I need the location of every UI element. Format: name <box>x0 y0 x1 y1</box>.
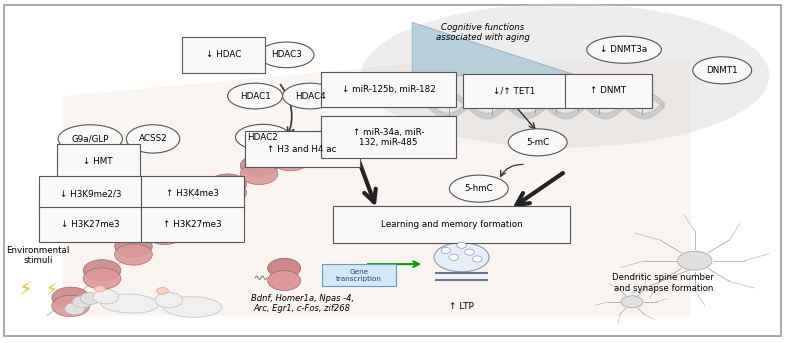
Ellipse shape <box>240 155 278 176</box>
Text: ↓ H3K27me3: ↓ H3K27me3 <box>61 220 119 229</box>
Ellipse shape <box>449 254 458 260</box>
Ellipse shape <box>465 249 474 255</box>
Ellipse shape <box>272 141 309 163</box>
Text: Dendritic spine number
and synapse formation: Dendritic spine number and synapse forma… <box>612 273 714 293</box>
Text: 5-mC: 5-mC <box>526 138 550 147</box>
Text: ↓ H3K9me2/3: ↓ H3K9me2/3 <box>60 189 121 198</box>
Ellipse shape <box>126 125 180 153</box>
Ellipse shape <box>100 294 159 313</box>
Ellipse shape <box>283 83 338 109</box>
Ellipse shape <box>268 258 301 278</box>
Ellipse shape <box>209 182 246 203</box>
Ellipse shape <box>434 243 489 272</box>
Ellipse shape <box>146 215 184 236</box>
Text: ↓ DNMT3a: ↓ DNMT3a <box>601 45 648 54</box>
Text: ACSS2: ACSS2 <box>139 134 167 143</box>
FancyBboxPatch shape <box>141 207 243 242</box>
Ellipse shape <box>303 139 341 161</box>
Text: ↓ HDAC: ↓ HDAC <box>206 50 242 59</box>
Ellipse shape <box>94 286 105 292</box>
FancyBboxPatch shape <box>322 117 455 158</box>
Text: ↑ DNMT: ↑ DNMT <box>590 86 626 95</box>
Ellipse shape <box>155 292 183 308</box>
Ellipse shape <box>473 256 482 262</box>
Ellipse shape <box>268 271 301 291</box>
Text: ↑ H3K27me3: ↑ H3K27me3 <box>163 220 221 229</box>
Ellipse shape <box>236 124 290 150</box>
Ellipse shape <box>240 163 278 185</box>
FancyBboxPatch shape <box>57 144 140 178</box>
Ellipse shape <box>457 242 466 248</box>
Ellipse shape <box>72 296 93 308</box>
Polygon shape <box>412 22 577 75</box>
Ellipse shape <box>157 287 168 294</box>
Ellipse shape <box>64 303 85 315</box>
Ellipse shape <box>83 260 121 281</box>
Ellipse shape <box>677 251 712 270</box>
Ellipse shape <box>209 174 246 195</box>
Text: ↑ miR-34a, miR-
132, miR-485: ↑ miR-34a, miR- 132, miR-485 <box>352 128 425 147</box>
FancyBboxPatch shape <box>4 5 781 336</box>
Text: Learning and memory formation: Learning and memory formation <box>381 220 522 229</box>
Ellipse shape <box>81 292 100 305</box>
Ellipse shape <box>52 287 89 308</box>
Text: HDAC1: HDAC1 <box>239 92 271 100</box>
Ellipse shape <box>58 125 122 153</box>
Ellipse shape <box>303 131 341 152</box>
Ellipse shape <box>441 247 451 253</box>
FancyBboxPatch shape <box>322 264 396 286</box>
Text: Gene
transcription: Gene transcription <box>336 269 382 282</box>
Text: ↑ LTP: ↑ LTP <box>449 303 474 311</box>
Ellipse shape <box>509 129 567 156</box>
Text: ↓/↑ TET1: ↓/↑ TET1 <box>493 86 535 95</box>
Text: 5-hmC: 5-hmC <box>465 184 493 193</box>
Text: ⚡: ⚡ <box>46 281 57 299</box>
Text: ↓ miR-125b, miR-182: ↓ miR-125b, miR-182 <box>341 85 436 94</box>
FancyBboxPatch shape <box>141 176 243 211</box>
FancyBboxPatch shape <box>333 206 570 243</box>
Text: DNMT1: DNMT1 <box>706 66 738 75</box>
Text: ⚡: ⚡ <box>18 280 32 299</box>
Text: Environmental
stimuli: Environmental stimuli <box>6 246 69 265</box>
Ellipse shape <box>115 244 152 265</box>
FancyBboxPatch shape <box>39 207 141 242</box>
Ellipse shape <box>259 42 314 68</box>
Text: HDAC3: HDAC3 <box>271 50 302 59</box>
FancyBboxPatch shape <box>39 176 141 211</box>
Ellipse shape <box>228 83 283 109</box>
Ellipse shape <box>449 175 509 202</box>
Ellipse shape <box>272 150 309 171</box>
Ellipse shape <box>163 297 221 317</box>
Text: ↓ HMT: ↓ HMT <box>83 157 113 166</box>
Ellipse shape <box>361 3 769 147</box>
FancyBboxPatch shape <box>245 131 360 167</box>
Ellipse shape <box>93 289 119 304</box>
FancyBboxPatch shape <box>182 37 265 73</box>
Ellipse shape <box>177 194 215 216</box>
Text: Bdnf, Homer1a, Npas -4,
Arc, Egr1, c-Fos, zif268: Bdnf, Homer1a, Npas -4, Arc, Egr1, c-Fos… <box>250 294 354 313</box>
FancyBboxPatch shape <box>322 72 455 106</box>
Ellipse shape <box>83 268 121 289</box>
Text: Cognitive functions
associated with aging: Cognitive functions associated with agin… <box>436 23 530 42</box>
FancyBboxPatch shape <box>462 74 565 108</box>
Text: HDAC2: HDAC2 <box>247 133 279 142</box>
Text: ↑ H3 and H4 ac: ↑ H3 and H4 ac <box>268 145 337 154</box>
Ellipse shape <box>621 296 643 308</box>
Text: HDAC4: HDAC4 <box>294 92 326 100</box>
Ellipse shape <box>177 203 215 224</box>
Ellipse shape <box>693 57 752 84</box>
Ellipse shape <box>115 236 152 257</box>
Text: ↑ H3K4me3: ↑ H3K4me3 <box>166 189 219 198</box>
Ellipse shape <box>146 223 184 245</box>
FancyBboxPatch shape <box>564 74 652 108</box>
Polygon shape <box>63 62 691 316</box>
Ellipse shape <box>52 295 89 317</box>
Text: G9a/GLP: G9a/GLP <box>71 134 109 143</box>
Ellipse shape <box>586 36 662 63</box>
